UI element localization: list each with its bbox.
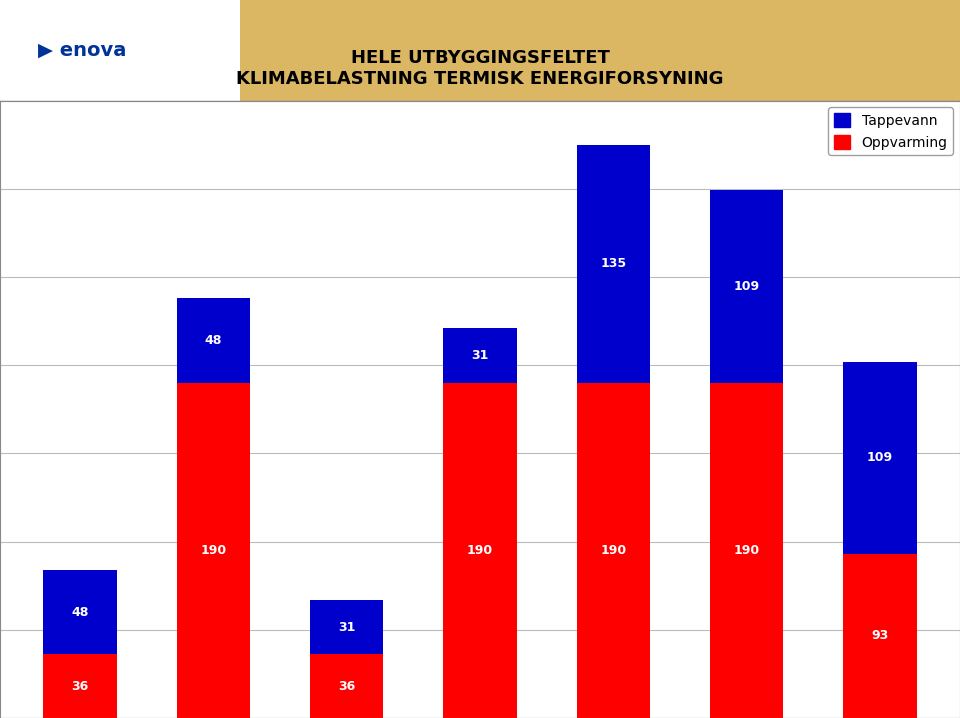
Text: 109: 109: [733, 280, 759, 293]
Bar: [710, 383, 783, 718]
Bar: [177, 383, 250, 718]
Bar: [577, 144, 650, 383]
Bar: [444, 383, 516, 718]
Bar: [43, 570, 117, 655]
Text: 36: 36: [338, 680, 355, 693]
Text: ▶ enova: ▶ enova: [38, 41, 127, 60]
Text: 190: 190: [600, 544, 626, 557]
Legend: Tappevann, Oppvarming: Tappevann, Oppvarming: [828, 108, 953, 155]
Text: 31: 31: [338, 620, 355, 634]
Bar: [444, 328, 516, 383]
Text: 190: 190: [201, 544, 227, 557]
Bar: [310, 600, 383, 655]
FancyBboxPatch shape: [240, 0, 960, 101]
Text: 48: 48: [204, 334, 222, 347]
Bar: [843, 362, 917, 554]
Text: 135: 135: [600, 257, 626, 270]
Text: 36: 36: [71, 680, 88, 693]
Text: 48: 48: [71, 606, 88, 619]
Text: 190: 190: [467, 544, 493, 557]
Text: 93: 93: [872, 630, 889, 643]
Bar: [43, 655, 117, 718]
Title: HELE UTBYGGINGSFELTET
KLIMABELASTNING TERMISK ENERGIFORSYNING: HELE UTBYGGINGSFELTET KLIMABELASTNING TE…: [236, 49, 724, 88]
Bar: [577, 383, 650, 718]
FancyBboxPatch shape: [0, 0, 240, 101]
Text: 190: 190: [733, 544, 759, 557]
Bar: [710, 190, 783, 383]
Text: 31: 31: [471, 349, 489, 362]
Bar: [843, 554, 917, 718]
Bar: [310, 655, 383, 718]
Text: 109: 109: [867, 452, 893, 465]
Bar: [177, 298, 250, 383]
